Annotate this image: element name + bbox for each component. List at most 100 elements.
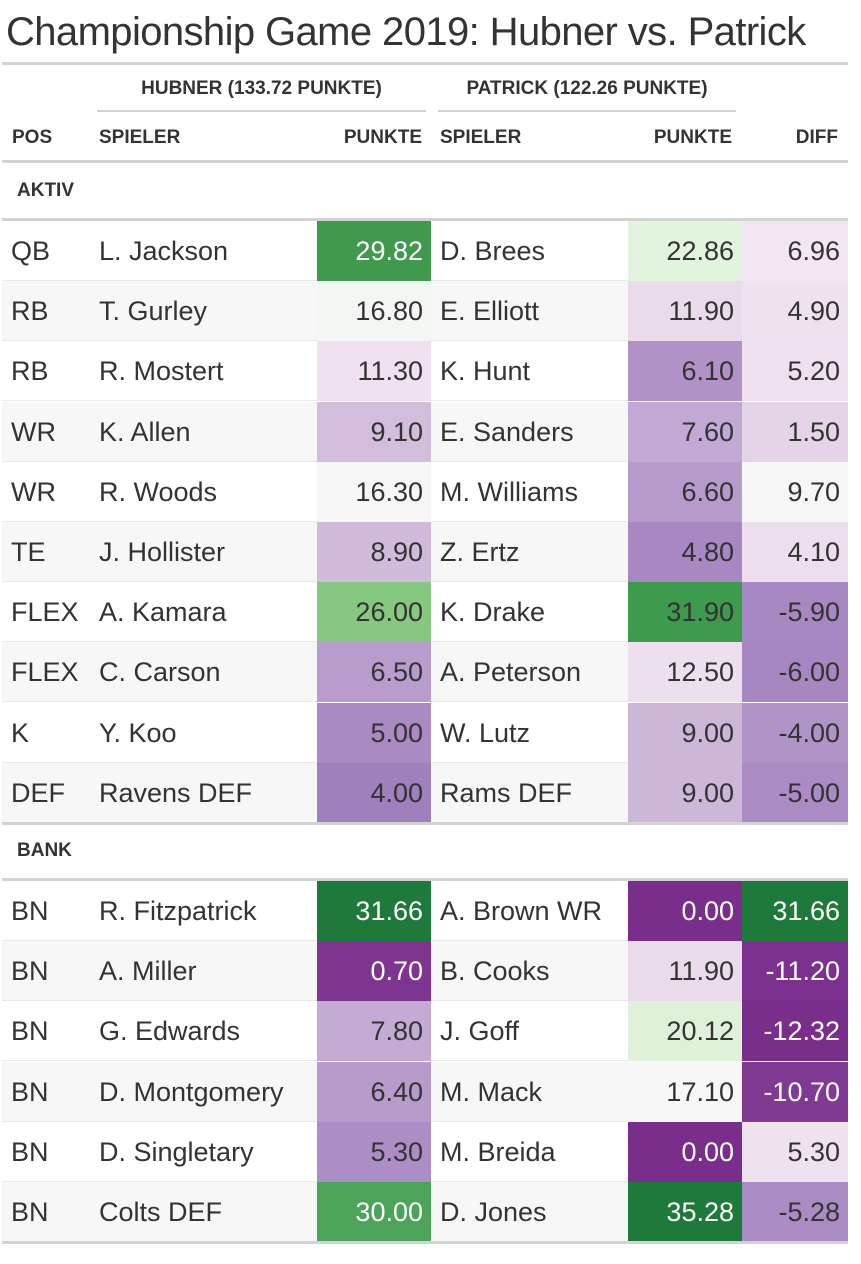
position-cell: DEF xyxy=(11,777,65,808)
position-cell: WR xyxy=(11,416,56,447)
table-row: FLEX C. Carson 6.50 A. Peterson 12.50 -6.00 xyxy=(2,642,848,703)
position-cell: RB xyxy=(11,356,49,387)
team1-points-cell: 16.80 xyxy=(317,281,431,342)
position-cell: RB xyxy=(11,296,49,327)
diff-cell: -10.70 xyxy=(742,1061,848,1122)
team1-points-cell: 8.90 xyxy=(317,522,431,582)
table-row: BN Colts DEF 30.00 D. Jones 35.28 -5.28 xyxy=(2,1182,848,1242)
team1-player-cell: Ravens DEF xyxy=(99,777,253,808)
team1-points-cell: 5.30 xyxy=(317,1121,431,1182)
team1-points-cell: 5.00 xyxy=(317,702,431,763)
column-header-player1: SPIELER xyxy=(99,127,181,148)
position-cell: WR xyxy=(11,476,56,507)
team2-points-cell: 17.10 xyxy=(628,1061,742,1122)
team2-player-cell: E. Elliott xyxy=(440,296,540,327)
column-header-score1: PUNKTE xyxy=(343,127,422,148)
diff-cell: -5.90 xyxy=(742,582,848,643)
diff-cell: 1.50 xyxy=(742,401,848,462)
diff-cell: -11.20 xyxy=(742,941,848,1002)
table-row: RB T. Gurley 16.80 E. Elliott 11.90 4.90 xyxy=(2,281,848,342)
diff-cell: -5.00 xyxy=(742,762,848,823)
team1-player-cell: L. Jackson xyxy=(99,236,229,266)
position-cell: BN xyxy=(11,1136,49,1167)
table-row: DEF Ravens DEF 4.00 Rams DEF 9.00 -5.00 xyxy=(2,762,848,823)
team2-points-cell: 6.60 xyxy=(628,461,742,522)
team2-points-cell: 7.60 xyxy=(628,401,742,462)
group-end-rule xyxy=(2,822,848,825)
team1-points-cell: 4.00 xyxy=(317,762,431,823)
position-cell: FLEX xyxy=(11,657,79,688)
team2-points-cell: 4.80 xyxy=(628,522,742,582)
team1-player-cell: R. Woods xyxy=(99,476,218,507)
team2-player-cell: K. Drake xyxy=(440,597,546,628)
table-row: BN A. Miller 0.70 B. Cooks 11.90 -11.20 xyxy=(2,941,848,1002)
diff-cell: 4.90 xyxy=(742,281,848,342)
team2-player-cell: D. Jones xyxy=(440,1197,547,1227)
column-header-diff: DIFF xyxy=(795,127,838,148)
diff-cell: 5.20 xyxy=(742,341,848,402)
table-row: BN D. Montgomery 6.40 M. Mack 17.10 -10.70 xyxy=(2,1061,848,1122)
diff-cell: 4.10 xyxy=(742,522,848,582)
team2-points-cell: 9.00 xyxy=(628,762,742,823)
team2-player-cell: M. Mack xyxy=(440,1076,543,1107)
team1-player-cell: G. Edwards xyxy=(99,1016,241,1047)
diff-cell: 6.96 xyxy=(742,221,848,281)
team1-player-cell: R. Fitzpatrick xyxy=(99,896,257,926)
diff-cell: -6.00 xyxy=(742,642,848,703)
table-row: TE J. Hollister 8.90 Z. Ertz 4.80 4.10 xyxy=(2,522,848,582)
team1-player-cell: C. Carson xyxy=(99,657,221,688)
table-row: WR K. Allen 9.10 E. Sanders 7.60 1.50 xyxy=(2,401,848,462)
team2-player-cell: Rams DEF xyxy=(440,777,573,808)
team1-points-cell: 16.30 xyxy=(317,461,431,522)
diff-cell: 9.70 xyxy=(742,461,848,522)
team1-player-cell: J. Hollister xyxy=(99,537,226,567)
position-cell: BN xyxy=(11,896,49,926)
column-header-pos: POS xyxy=(12,127,53,148)
position-cell: TE xyxy=(11,537,46,567)
team1-spanner: HUBNER (133.72 PUNKTE) xyxy=(141,78,382,99)
team2-points-cell: 35.28 xyxy=(628,1182,742,1242)
team1-player-cell: K. Allen xyxy=(99,416,191,447)
diff-cell: -4.00 xyxy=(742,702,848,763)
team2-points-cell: 6.10 xyxy=(628,341,742,402)
team2-player-cell: D. Brees xyxy=(440,236,546,266)
team1-points-cell: 26.00 xyxy=(317,582,431,643)
team2-points-cell: 0.00 xyxy=(628,1121,742,1182)
team2-points-cell: 11.90 xyxy=(628,941,742,1002)
team1-player-cell: Y. Koo xyxy=(99,717,177,748)
team2-player-cell: W. Lutz xyxy=(440,717,531,748)
table-title: Championship Game 2019: Hubner vs. Patri… xyxy=(6,10,806,54)
team2-player-cell: Z. Ertz xyxy=(440,537,520,567)
team1-player-cell: T. Gurley xyxy=(99,296,208,327)
table-row: RB R. Mostert 11.30 K. Hunt 6.10 5.20 xyxy=(2,341,848,402)
team1-player-cell: A. Miller xyxy=(99,956,197,987)
team1-player-cell: D. Singletary xyxy=(99,1136,254,1167)
team2-points-cell: 9.00 xyxy=(628,702,742,763)
team2-points-cell: 31.90 xyxy=(628,582,742,643)
team2-player-cell: A. Peterson xyxy=(440,657,582,688)
team1-points-cell: 31.66 xyxy=(317,881,431,941)
diff-cell: -5.28 xyxy=(742,1182,848,1242)
table-row: BN R. Fitzpatrick 31.66 A. Brown WR 0.00 31.6… xyxy=(2,881,848,941)
group-label: BANK xyxy=(17,840,72,861)
team1-spanner-line xyxy=(97,110,426,112)
table-row: BN G. Edwards 7.80 J. Goff 20.12 -12.32 xyxy=(2,1001,848,1062)
table-row: BN D. Singletary 5.30 M. Breida 0.00 5.30 xyxy=(2,1121,848,1182)
position-cell: QB xyxy=(11,236,51,266)
team2-points-cell: 20.12 xyxy=(628,1001,742,1062)
team2-player-cell: B. Cooks xyxy=(440,956,550,987)
team1-points-cell: 0.70 xyxy=(317,941,431,1002)
team2-points-cell: 22.86 xyxy=(628,221,742,281)
group-label: AKTIV xyxy=(17,180,74,201)
diff-cell: -12.32 xyxy=(742,1001,848,1062)
team1-points-cell: 30.00 xyxy=(317,1182,431,1242)
team1-points-cell: 11.30 xyxy=(317,341,431,402)
team2-points-cell: 0.00 xyxy=(628,881,742,941)
position-cell: BN xyxy=(11,1076,49,1107)
header-rule xyxy=(2,160,848,163)
diff-cell: 31.66 xyxy=(742,881,848,941)
position-cell: FLEX xyxy=(11,597,79,628)
team2-player-cell: J. Goff xyxy=(440,1016,520,1047)
team1-points-cell: 6.50 xyxy=(317,642,431,703)
position-cell: BN xyxy=(11,1016,49,1047)
